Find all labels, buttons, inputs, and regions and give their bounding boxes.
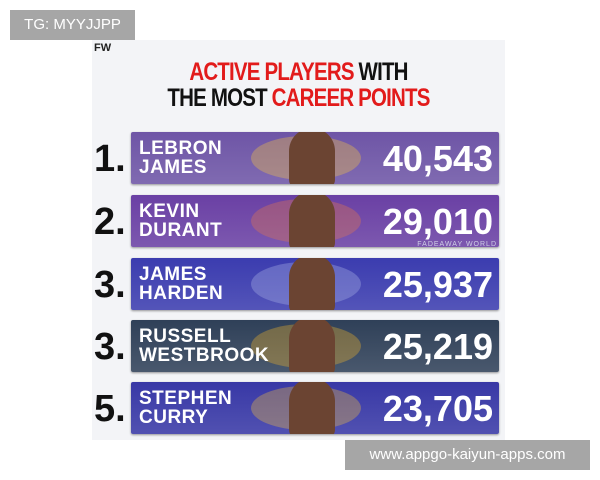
player-photo [289, 258, 335, 310]
rank: 3. [94, 326, 126, 368]
career-points: 40,543 [382, 138, 493, 179]
player-name: RUSSELL WESTBROOK [139, 326, 270, 366]
watermark: FADEAWAY WORLD [417, 241, 497, 247]
title-line-1: ACTIVE PLAYERS WITH [189, 58, 408, 86]
player-name: LEBRON JAMES [139, 138, 223, 178]
player-name: KEVIN DURANT [139, 201, 223, 241]
career-points: 25,219 [382, 326, 493, 367]
player-photo [289, 195, 335, 247]
player-bar: LEBRON JAMES 40,543 [131, 132, 499, 184]
telegram-overlay: TG: MYYJJPP [10, 10, 135, 40]
player-row: 3. RUSSELL WESTBROOK 25,219 [92, 320, 505, 372]
player-name: JAMES HARDEN [139, 264, 224, 304]
player-row: 1. LEBRON JAMES 40,543 [92, 132, 505, 184]
player-photo [289, 320, 335, 372]
brand-logo: FW [94, 42, 112, 54]
rank: 3. [94, 264, 126, 306]
player-row: 2. KEVIN DURANT 29,010 FADEAWAY WORLD [92, 195, 505, 247]
player-row: 5. STEPHEN CURRY 23,705 [92, 382, 505, 434]
player-bar: STEPHEN CURRY 23,705 [131, 382, 499, 434]
career-points: 23,705 [382, 388, 493, 429]
rank: 2. [94, 201, 126, 243]
player-photo [289, 382, 335, 434]
title-line-2: THE MOST CAREER POINTS [167, 84, 430, 112]
player-row: 3. JAMES HARDEN 25,937 [92, 258, 505, 310]
player-bar: RUSSELL WESTBROOK 25,219 [131, 320, 499, 372]
player-photo [289, 132, 335, 184]
player-name: STEPHEN CURRY [139, 388, 233, 428]
rank: 5. [94, 388, 126, 430]
career-points: 25,937 [382, 264, 493, 305]
website-overlay: www.appgo-kaiyun-apps.com [345, 440, 590, 470]
rank: 1. [94, 138, 126, 180]
player-bar: KEVIN DURANT 29,010 FADEAWAY WORLD [131, 195, 499, 247]
infographic: FW ACTIVE PLAYERS WITH THE MOST CAREER P… [92, 40, 505, 440]
career-points: 29,010 [382, 201, 493, 242]
player-bar: JAMES HARDEN 25,937 [131, 258, 499, 310]
